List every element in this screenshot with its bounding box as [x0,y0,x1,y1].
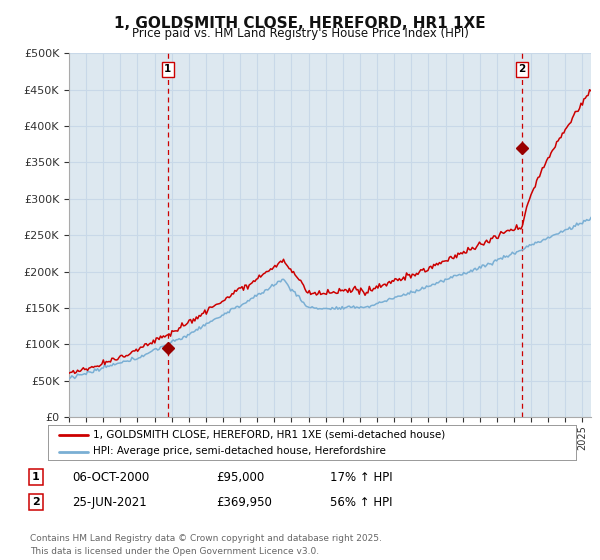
Text: 2: 2 [518,64,526,74]
Text: HPI: Average price, semi-detached house, Herefordshire: HPI: Average price, semi-detached house,… [93,446,386,456]
Text: Contains HM Land Registry data © Crown copyright and database right 2025.
This d: Contains HM Land Registry data © Crown c… [30,534,382,556]
Text: £95,000: £95,000 [216,470,264,484]
Text: 1, GOLDSMITH CLOSE, HEREFORD, HR1 1XE: 1, GOLDSMITH CLOSE, HEREFORD, HR1 1XE [114,16,486,31]
Text: 1: 1 [164,64,172,74]
Text: 17% ↑ HPI: 17% ↑ HPI [330,470,392,484]
Text: £369,950: £369,950 [216,496,272,509]
Text: 1: 1 [32,472,40,482]
Text: 25-JUN-2021: 25-JUN-2021 [72,496,147,509]
Text: 06-OCT-2000: 06-OCT-2000 [72,470,149,484]
Text: Price paid vs. HM Land Registry's House Price Index (HPI): Price paid vs. HM Land Registry's House … [131,27,469,40]
Text: 2: 2 [32,497,40,507]
Text: 56% ↑ HPI: 56% ↑ HPI [330,496,392,509]
Text: 1, GOLDSMITH CLOSE, HEREFORD, HR1 1XE (semi-detached house): 1, GOLDSMITH CLOSE, HEREFORD, HR1 1XE (s… [93,430,445,440]
